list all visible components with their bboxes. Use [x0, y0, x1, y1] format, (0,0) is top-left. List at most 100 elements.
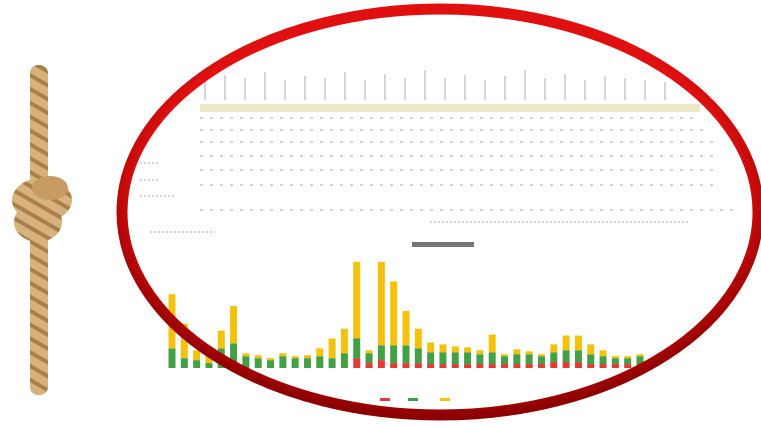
bar-segment	[476, 364, 483, 368]
bar-segment	[575, 336, 582, 351]
bar-segment	[415, 363, 422, 368]
bar-segment	[242, 353, 249, 356]
bar-segment	[501, 354, 508, 356]
bar-segment	[316, 348, 323, 356]
bar-segment	[464, 352, 471, 364]
bar-segment	[304, 358, 311, 368]
bar-segment	[600, 350, 607, 356]
bar-segment	[366, 353, 373, 363]
bar-segment	[637, 354, 644, 356]
bar-segment	[489, 352, 496, 364]
bar-segment	[587, 354, 594, 364]
bar-segment	[600, 364, 607, 368]
bar-segment	[439, 364, 446, 368]
bar-segment	[575, 350, 582, 362]
bar-segment	[600, 356, 607, 364]
bar-segment	[353, 262, 360, 339]
table-preview	[140, 70, 740, 232]
bar-segment	[267, 358, 274, 360]
legend	[380, 398, 450, 401]
rope	[12, 65, 72, 395]
bar-segment	[513, 349, 520, 354]
bar-segment	[169, 348, 176, 368]
bar-segment	[292, 358, 299, 368]
bar-segment	[255, 355, 262, 358]
bar-segment	[378, 345, 385, 360]
bar-segment	[341, 329, 348, 354]
bar-segment	[279, 353, 286, 356]
bar-segment	[403, 363, 410, 368]
bar-segment	[193, 360, 200, 368]
bar-segment	[427, 342, 434, 352]
bar-segment	[501, 356, 508, 364]
bar-segment	[230, 306, 237, 343]
bar-segment	[452, 352, 459, 364]
bar-segment	[304, 355, 311, 358]
bar-segment	[538, 354, 545, 356]
bar-segment	[267, 360, 274, 368]
bar-segment	[550, 352, 557, 362]
bar-segment	[329, 358, 336, 368]
bar-segment	[575, 362, 582, 368]
bar-segment	[255, 358, 262, 368]
bar-segment	[279, 356, 286, 368]
bar-segment	[329, 339, 336, 359]
bar-segment	[292, 356, 299, 358]
bar-segment	[489, 335, 496, 353]
bar-segment	[427, 364, 434, 368]
bar-segment	[526, 354, 533, 364]
bar-segment	[489, 364, 496, 368]
bar-segment	[193, 350, 200, 360]
bar-segment	[476, 350, 483, 354]
bar-segment	[624, 364, 631, 368]
bar-segment	[526, 364, 533, 368]
bar-segment	[513, 354, 520, 364]
bar-segment	[501, 364, 508, 368]
bar-segment	[612, 364, 619, 368]
bar-segment	[390, 363, 397, 368]
bar-segment	[390, 281, 397, 345]
picture	[0, 0, 761, 425]
bar-segment	[587, 364, 594, 368]
bar-segment	[452, 364, 459, 368]
bar-segment	[526, 351, 533, 354]
bar-segment	[452, 346, 459, 352]
bar-segment	[427, 352, 434, 364]
bar-segment	[415, 348, 422, 363]
bar-segment	[587, 344, 594, 354]
bar-segment	[624, 358, 631, 364]
bar-segment	[624, 356, 631, 358]
bar-segment	[612, 356, 619, 358]
chart-title	[412, 242, 474, 247]
bar-segment	[390, 345, 397, 363]
bar-segment	[563, 350, 570, 362]
bar-segment	[550, 362, 557, 368]
bar-segment	[538, 364, 545, 368]
bar-segment	[439, 352, 446, 364]
bar-segment	[415, 329, 422, 349]
bar-segment	[403, 345, 410, 363]
bar-segment	[205, 363, 212, 368]
bar-segment	[316, 356, 323, 368]
bar-segment	[538, 356, 545, 364]
bar-segment	[353, 339, 360, 359]
bar-segment	[513, 364, 520, 368]
bar-segment	[476, 354, 483, 364]
bar-segment	[378, 262, 385, 346]
bar-segment	[218, 331, 225, 349]
chart-area	[169, 262, 644, 368]
bar-segment	[464, 364, 471, 368]
bar-segment	[353, 358, 360, 368]
bar-segment	[366, 350, 373, 353]
bar-segment	[563, 336, 570, 351]
bar-segment	[439, 344, 446, 352]
bar-segment	[403, 311, 410, 345]
bar-segment	[181, 358, 188, 368]
bar-segment	[464, 347, 471, 352]
bar-segment	[612, 358, 619, 364]
bar-segment	[563, 362, 570, 368]
bar-segment	[378, 360, 385, 368]
bar-segment	[366, 363, 373, 368]
bar-segment	[550, 344, 557, 352]
bar-segment	[341, 353, 348, 368]
